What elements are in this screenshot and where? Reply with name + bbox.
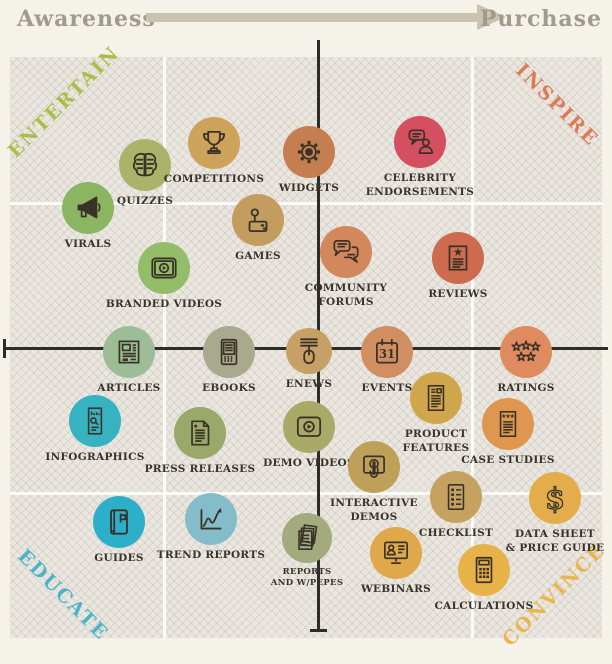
interactive-demos-circle <box>348 441 400 493</box>
ereader-icon <box>212 335 246 369</box>
trend-reports-label: TREND REPORTS <box>156 549 266 561</box>
gear-icon <box>292 135 326 169</box>
branded-videos-circle <box>138 242 190 294</box>
guides-circle <box>93 496 145 548</box>
horizontal-axis-left-cap <box>3 339 6 358</box>
trend-reports-circle <box>185 493 237 545</box>
competitions-label: COMPETITIONS <box>163 173 265 185</box>
interactive-demos-label: INTERACTIVE DEMOS <box>330 497 418 523</box>
virals-circle <box>62 182 114 234</box>
speech-bubbles-icon <box>329 235 363 269</box>
case-studies-circle <box>482 398 534 450</box>
quizzes-circle <box>119 139 171 191</box>
checklist-label: CHECKLIST <box>418 527 494 539</box>
svg-text:$: $ <box>545 482 565 515</box>
calculations-label: CALCULATIONS <box>434 600 534 612</box>
virals-label: VIRALS <box>64 238 112 250</box>
case-document-icon <box>491 407 525 441</box>
megaphone-icon <box>71 191 105 225</box>
widgets-circle <box>283 126 335 178</box>
grid-line-horizontal <box>10 492 602 495</box>
competitions-circle <box>188 117 240 169</box>
dollar-icon: $ <box>538 481 572 515</box>
enews-label: ENEWS <box>285 378 333 390</box>
book-icon <box>102 505 136 539</box>
infographics-label: INFOGRAPHICS <box>45 451 145 463</box>
mouse-news-icon <box>292 334 326 368</box>
demo-videos-circle <box>283 401 335 453</box>
celebrity-endorsements-circle <box>394 116 446 168</box>
press-releases-label: PRESS RELEASES <box>144 463 256 475</box>
stacked-papers-icon <box>290 521 324 555</box>
trophy-icon <box>197 126 231 160</box>
reports-whitepapers-circle <box>282 513 332 563</box>
infographics-circle <box>69 395 121 447</box>
data-sheet-price-guide-label: DATA SHEET & PRICE GUIDE <box>505 528 605 554</box>
games-label: GAMES <box>235 250 281 262</box>
articles-circle <box>103 326 155 378</box>
ratings-label: RATINGS <box>497 382 555 394</box>
quizzes-label: QUIZZES <box>116 195 174 207</box>
enews-circle <box>286 328 332 374</box>
community-forums-label: COMMUNITY FORUMS <box>304 282 388 308</box>
stars-icon <box>507 335 545 369</box>
reviews-circle <box>432 232 484 284</box>
purchase-axis-label: Purchase <box>479 6 602 32</box>
calendar-icon: 31 <box>370 335 404 369</box>
play-screen-icon <box>292 410 326 444</box>
newspaper-icon <box>112 335 146 369</box>
events-label: EVENTS <box>361 382 413 394</box>
press-releases-circle <box>174 407 226 459</box>
branded-videos-label: BRANDED VIDEOS <box>105 298 223 310</box>
grid-line-horizontal <box>10 202 602 205</box>
infographic-icon <box>78 404 112 438</box>
product-features-circle <box>410 372 462 424</box>
star-document-icon <box>441 241 475 275</box>
reviews-label: REVIEWS <box>428 288 488 300</box>
ebooks-label: EBOOKS <box>202 382 256 394</box>
ebooks-circle <box>203 326 255 378</box>
widgets-label: WIDGETS <box>278 182 340 194</box>
touch-screen-icon <box>357 450 391 484</box>
trend-chart-icon <box>194 502 228 536</box>
feature-document-icon <box>419 381 453 415</box>
speech-person-icon <box>403 125 437 159</box>
checklist-icon <box>439 480 473 514</box>
celebrity-endorsements-label: CELEBRITY ENDORSEMENTS <box>365 172 475 198</box>
video-player-icon <box>147 251 181 285</box>
awareness-to-purchase-arrow <box>146 13 478 22</box>
awareness-axis-label: Awareness <box>17 6 156 32</box>
demo-videos-label: DEMO VIDEOS <box>263 457 355 469</box>
joystick-icon <box>241 203 275 237</box>
checklist-circle <box>430 471 482 523</box>
calculator-icon <box>467 553 501 587</box>
calculations-circle <box>458 544 510 596</box>
case-studies-label: CASE STUDIES <box>461 454 555 466</box>
events-circle: 31 <box>361 326 413 378</box>
webinars-circle <box>370 527 422 579</box>
games-circle <box>232 194 284 246</box>
ratings-circle <box>500 326 552 378</box>
community-forums-circle <box>320 226 372 278</box>
webinars-label: WEBINARS <box>360 583 432 595</box>
reports-whitepapers-label: REPORTS AND W/PEPES <box>270 567 344 589</box>
webinar-screen-icon <box>379 536 413 570</box>
press-document-icon <box>183 416 217 450</box>
product-features-label: PRODUCT FEATURES <box>402 428 470 454</box>
svg-text:31: 31 <box>379 347 395 361</box>
arrow-head-icon <box>477 4 506 30</box>
brain-icon <box>128 148 162 182</box>
articles-label: ARTICLES <box>97 382 161 394</box>
data-sheet-price-guide-circle: $ <box>529 472 581 524</box>
guides-label: GUIDES <box>94 552 144 564</box>
vertical-axis-bottom-cap <box>310 629 327 632</box>
